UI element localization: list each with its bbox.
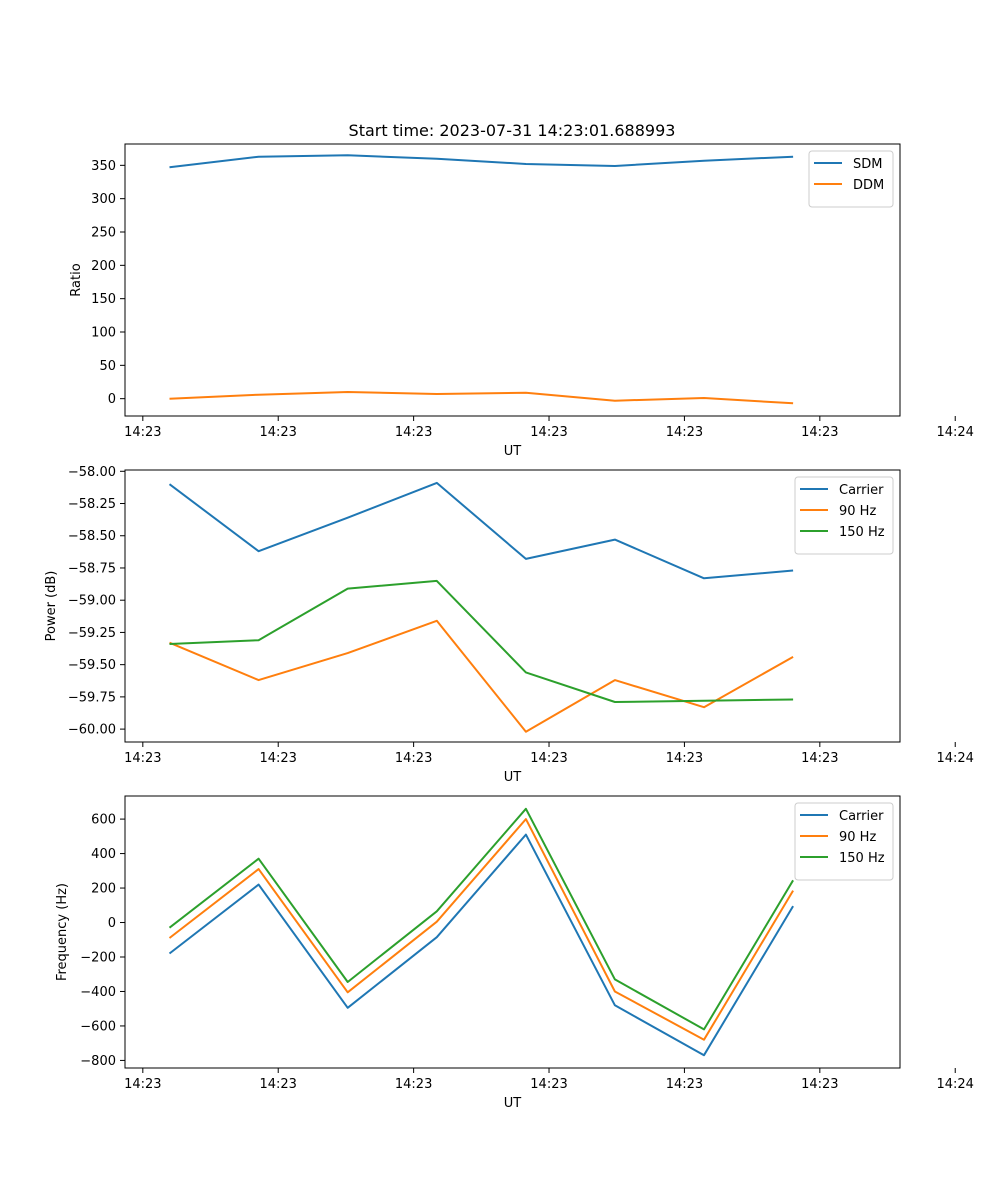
series-line-carrier <box>168 481 794 580</box>
y-tick-label: −58.25 <box>68 497 116 512</box>
y-tick-label: −400 <box>80 985 116 1000</box>
x-tick-label: 14:23 <box>801 751 838 766</box>
axes-frame <box>124 469 901 743</box>
series-line-carrier <box>168 833 794 1057</box>
x-tick-label: 14:23 <box>395 1077 432 1092</box>
y-tick-label: 0 <box>108 392 116 407</box>
legend: Carrier 90 Hz 150 Hz <box>794 476 894 555</box>
x-tick-label: 14:24 <box>936 751 973 766</box>
y-tick-label: 100 <box>91 326 116 341</box>
series-line-ddm <box>169 391 794 405</box>
x-axis-label: UT <box>504 444 522 459</box>
x-tick-label: 14:23 <box>530 425 567 440</box>
x-tick-label: 14:23 <box>801 425 838 440</box>
y-tick-label: 50 <box>99 359 116 374</box>
legend-label: DDM <box>853 178 884 193</box>
legend-frame <box>794 802 894 881</box>
x-tick-label: 14:23 <box>259 425 296 440</box>
legend-label: Carrier <box>839 483 884 498</box>
legend-label: 150 Hz <box>839 525 885 540</box>
y-tick-label: 200 <box>91 259 116 274</box>
x-axis-label: UT <box>504 770 522 785</box>
axes-frame <box>124 143 901 417</box>
x-tick-label: 14:23 <box>395 425 432 440</box>
y-tick-label: 150 <box>91 292 116 307</box>
y-tick-label: −600 <box>80 1019 116 1034</box>
y-tick-label: −800 <box>80 1054 116 1069</box>
y-tick-label: 350 <box>91 159 116 174</box>
x-tick-label: 14:23 <box>666 751 703 766</box>
x-tick-label: 14:23 <box>259 1077 296 1092</box>
x-tick-label: 14:23 <box>124 425 161 440</box>
x-tick-label: 14:23 <box>530 1077 567 1092</box>
legend: SDM DDM <box>808 150 894 208</box>
legend-label: SDM <box>853 157 882 172</box>
y-axis-label: Ratio <box>69 263 84 296</box>
legend-label: 150 Hz <box>839 851 885 866</box>
y-tick-label: −59.00 <box>68 594 116 609</box>
y-tick-label: 0 <box>108 916 116 931</box>
legend-frame <box>794 476 894 555</box>
series-line-150-hz <box>169 579 794 703</box>
legend-label: 90 Hz <box>839 504 876 519</box>
series-line-sdm <box>169 154 794 169</box>
figure-title: Start time: 2023-07-31 14:23:01.688993 <box>349 121 676 140</box>
x-tick-label: 14:23 <box>666 1077 703 1092</box>
y-tick-label: 400 <box>91 847 116 862</box>
y-tick-label: −59.25 <box>68 626 116 641</box>
y-tick-label: −59.50 <box>68 658 116 673</box>
y-axis-label: Frequency (Hz) <box>55 883 70 981</box>
chart-panel-1: 14:23 14:23 14:23 14:23 14:23 14:23 14:24 0 50 10… <box>69 143 974 459</box>
y-tick-label: 200 <box>91 882 116 897</box>
y-tick-label: −58.00 <box>68 465 116 480</box>
x-tick-label: 14:23 <box>801 1077 838 1092</box>
x-tick-label: 14:24 <box>936 425 973 440</box>
chart-panel-3: 14:23 14:23 14:23 14:23 14:23 14:23 14:24 −800 −… <box>55 795 974 1111</box>
x-tick-label: 14:23 <box>666 425 703 440</box>
legend-frame <box>808 150 894 208</box>
series-line-150-hz <box>168 807 794 1031</box>
x-tick-label: 14:23 <box>530 751 567 766</box>
y-axis-label: Power (dB) <box>44 571 59 642</box>
y-tick-label: −58.75 <box>68 561 116 576</box>
x-tick-label: 14:24 <box>936 1077 973 1092</box>
chart-panel-2: 14:23 14:23 14:23 14:23 14:23 14:23 14:24 −60.0… <box>44 465 974 785</box>
legend-label: Carrier <box>839 809 884 824</box>
series-line-90-hz <box>168 818 794 1041</box>
y-tick-label: −200 <box>80 950 116 965</box>
y-tick-label: −58.50 <box>68 529 116 544</box>
series-line-90-hz <box>169 619 794 733</box>
axes-frame <box>124 795 901 1069</box>
x-tick-label: 14:23 <box>124 751 161 766</box>
x-tick-label: 14:23 <box>124 1077 161 1092</box>
y-tick-label: −60.00 <box>68 723 116 738</box>
y-tick-label: 300 <box>91 192 116 207</box>
x-axis-label: UT <box>504 1096 522 1111</box>
x-tick-label: 14:23 <box>395 751 432 766</box>
y-tick-label: 600 <box>91 813 116 828</box>
legend: Carrier 90 Hz 150 Hz <box>794 802 894 881</box>
legend-label: 90 Hz <box>839 830 876 845</box>
y-tick-label: −59.75 <box>68 690 116 705</box>
x-tick-label: 14:23 <box>259 751 296 766</box>
y-tick-label: 250 <box>91 226 116 241</box>
